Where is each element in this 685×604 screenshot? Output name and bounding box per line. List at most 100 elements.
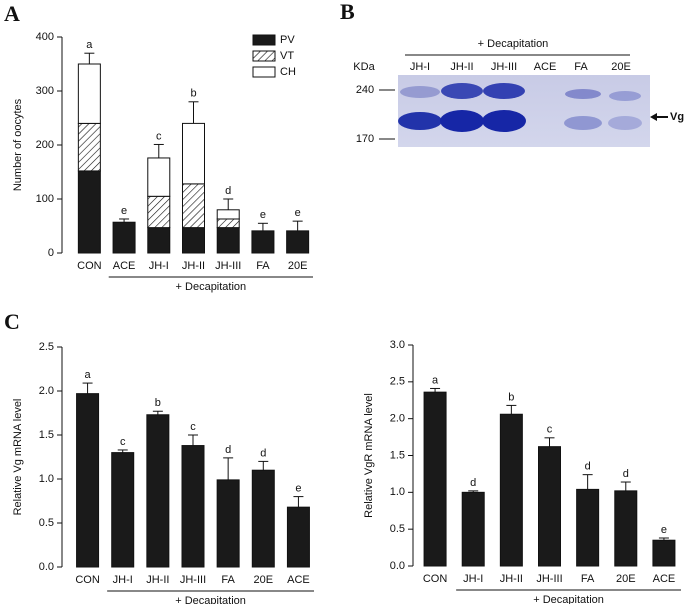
significance-letter: a (85, 369, 92, 381)
lane-label: JH-I (410, 61, 430, 73)
bar-segment (286, 230, 310, 254)
x-tick-label: 20E (253, 574, 273, 586)
bar-segment (147, 195, 171, 229)
significance-letter: c (156, 130, 162, 142)
bar-segment (147, 157, 171, 197)
x-tick-label: JH-I (463, 573, 483, 585)
bar-segment (216, 218, 240, 229)
blot-membrane (398, 75, 650, 147)
x-tick-label: JH-III (180, 574, 206, 586)
lane-label: 20E (611, 61, 631, 73)
y-tick-label: 400 (36, 31, 54, 43)
band (564, 116, 602, 130)
band (440, 110, 484, 132)
y-tick-label: 100 (36, 193, 54, 205)
bar (538, 446, 561, 567)
x-tick-label: ACE (287, 574, 310, 586)
x-tick-label: ACE (113, 260, 136, 272)
lane-label: JH-II (450, 61, 473, 73)
significance-letter: b (508, 391, 514, 403)
y-tick-label: 1.0 (390, 486, 405, 498)
y-tick-label: 3.0 (390, 339, 405, 351)
blot: + Decapitation KDa JH-I JH-II JH-III ACE… (353, 38, 684, 147)
bar (614, 490, 638, 567)
x-tick-label: FA (256, 260, 270, 272)
band (398, 112, 442, 130)
panel-label: A (4, 1, 20, 26)
x-tick-label: 20E (288, 260, 308, 272)
bar-segment (147, 227, 171, 254)
y-tick-label: 0.0 (39, 561, 54, 573)
significance-letter: e (121, 205, 127, 217)
band (565, 89, 601, 99)
y-tick-label: 1.0 (39, 473, 54, 485)
bar-segment (216, 227, 240, 254)
significance-letter: e (295, 483, 301, 495)
y-tick-label: 300 (36, 85, 54, 97)
bar-segment (77, 122, 101, 172)
legend-label: PV (280, 34, 295, 46)
significance-letter: c (547, 424, 553, 436)
x-tick-label: ACE (653, 573, 676, 585)
x-tick-label: JH-I (149, 260, 169, 272)
bar-segment (182, 122, 205, 185)
y-tick-label: 1.5 (39, 429, 54, 441)
bar (146, 414, 170, 568)
lane-label: ACE (534, 61, 557, 73)
significance-letter: d (623, 468, 629, 480)
x-tick-label: JH-III (536, 573, 562, 585)
x-tick-label: FA (581, 573, 595, 585)
x-tick-label: JH-II (500, 573, 523, 585)
bar-segment (182, 227, 205, 254)
panel-label: C (4, 309, 20, 334)
lane-label: FA (574, 61, 588, 73)
blot-header: + Decapitation (478, 38, 549, 50)
significance-letter: d (225, 185, 231, 197)
y-axis-label: Number of oocytes (12, 98, 24, 191)
panel-label: B (340, 0, 355, 24)
significance-letter: b (155, 397, 161, 409)
legend-label: VT (280, 50, 294, 62)
bar-segment (77, 170, 101, 254)
y-tick-label: 0.5 (390, 523, 405, 535)
x-tick-label: FA (221, 574, 235, 586)
y-tick-label: 2.5 (390, 376, 405, 388)
lane-label: JH-III (491, 61, 517, 73)
marker-label: 240 (356, 84, 374, 96)
significance-letter: d (260, 447, 266, 459)
bar (76, 393, 100, 568)
band (609, 91, 641, 101)
bar (576, 488, 600, 567)
x-tick-label: CON (75, 574, 100, 586)
y-tick-label: 2.5 (39, 341, 54, 353)
bar-segment (251, 230, 275, 254)
bar-segment (112, 221, 136, 254)
band (441, 83, 483, 99)
arrow-head (650, 113, 657, 121)
bar (251, 469, 275, 568)
bar (461, 491, 485, 567)
group-label: + Decapitation (533, 594, 604, 604)
x-tick-label: JH-II (182, 260, 205, 272)
band (608, 116, 642, 130)
y-tick-label: 0 (48, 247, 54, 259)
y-axis-label: Relative Vg mRNA level (12, 399, 24, 516)
y-axis-label: Relative VgR mRNA level (363, 393, 375, 518)
band (400, 86, 440, 98)
legend-swatch (252, 34, 276, 46)
blot-unit: KDa (353, 61, 375, 73)
significance-letter: c (120, 436, 126, 448)
bar (216, 479, 240, 568)
marker-label: 170 (356, 133, 374, 145)
band (482, 110, 526, 132)
x-tick-label: JH-II (146, 574, 169, 586)
significance-letter: e (295, 207, 301, 219)
bar (499, 413, 523, 567)
significance-letter: e (260, 209, 266, 221)
significance-letter: d (470, 477, 476, 489)
significance-letter: e (661, 524, 667, 536)
x-tick-label: JH-III (215, 260, 241, 272)
x-tick-label: 20E (616, 573, 636, 585)
significance-letter: c (190, 421, 196, 433)
